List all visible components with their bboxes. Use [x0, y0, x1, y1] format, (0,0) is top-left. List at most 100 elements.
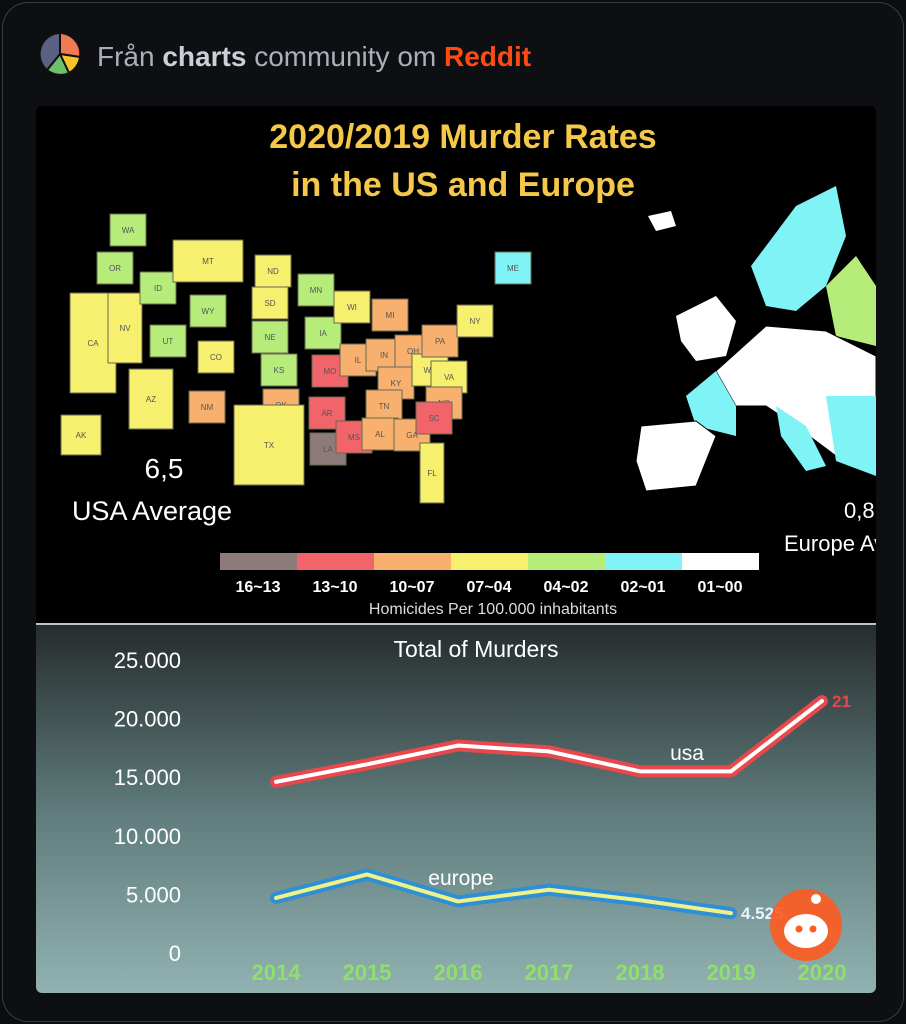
state-mi: MI: [371, 298, 409, 332]
legend-bin-label: 07~04: [467, 579, 512, 596]
state-wy: WY: [189, 294, 227, 328]
state-fl: FL: [419, 442, 445, 504]
state-ne: NE: [251, 320, 289, 354]
data-point: [457, 900, 459, 903]
data-point: [275, 780, 277, 783]
state-label: GA: [406, 431, 418, 440]
legend-bin-label: 13~10: [313, 579, 358, 596]
state-label: AL: [375, 430, 385, 439]
state-label: UT: [163, 337, 174, 346]
state-label: MS: [348, 433, 360, 442]
state-label: IL: [355, 356, 362, 365]
reddit-snoo-badge: [770, 889, 842, 961]
state-me: ME: [494, 251, 532, 285]
state-label: MN: [310, 286, 323, 295]
x-tick-label: 2014: [252, 960, 302, 985]
state-label: PA: [435, 337, 446, 346]
state-label: VA: [444, 373, 455, 382]
line-chart-panel: Total of Murders 0 5.000 10.000 15.000 20.00…: [36, 623, 876, 993]
state-label: ND: [267, 267, 279, 276]
legend-bin-label: 10~07: [390, 579, 435, 596]
state-label: FL: [427, 469, 437, 478]
series-europe: 4.525: [270, 868, 784, 923]
series-label-europe: europe: [428, 867, 493, 890]
header-middle: community om: [254, 41, 437, 72]
color-legend: 16~13 13~10 10~07 07~04 04~02 02~01 01~00: [220, 553, 759, 596]
state-wi: WI: [333, 290, 371, 324]
state-label: IN: [380, 351, 388, 360]
legend-swatch: [451, 553, 528, 570]
state-label: MT: [202, 257, 214, 266]
legend-bin-label: 04~02: [544, 579, 589, 596]
x-tick-label: 2018: [616, 960, 665, 985]
data-point: [730, 770, 732, 773]
community-name[interactable]: charts: [162, 41, 247, 72]
legend-bin-label: 01~00: [698, 579, 743, 596]
post-header[interactable]: Från charts community om Reddit: [37, 31, 531, 77]
reddit-brand[interactable]: Reddit: [444, 41, 532, 72]
header-prefix: Från: [97, 41, 155, 72]
legend-bin-label: 16~13: [236, 579, 281, 596]
total-murders-chart: Total of Murders 0 5.000 10.000 15.000 20.00…: [114, 636, 851, 985]
state-or: OR: [96, 251, 134, 285]
state-label: NV: [119, 324, 131, 333]
legend-swatch: [682, 553, 759, 570]
state-label: SD: [264, 299, 275, 308]
data-point: [548, 750, 550, 753]
data-point: [639, 770, 641, 773]
state-label: AZ: [146, 395, 156, 404]
x-tick-label: 2016: [434, 960, 483, 985]
state-tn: TN: [365, 389, 403, 423]
series-label-usa: usa: [670, 742, 704, 765]
series-line-inner: [274, 872, 733, 916]
data-point: [821, 700, 823, 703]
state-label: OR: [109, 264, 121, 273]
state-label: MI: [386, 311, 395, 320]
y-tick-label: 20.000: [114, 707, 181, 732]
y-tick-label: 25.000: [114, 648, 181, 673]
data-point: [730, 912, 732, 915]
state-sc: SC: [415, 401, 453, 435]
state-co: CO: [197, 340, 235, 374]
x-tick-label: 2017: [525, 960, 574, 985]
x-tick-label: 2015: [343, 960, 392, 985]
state-mt: MT: [172, 239, 244, 283]
legend-bin-label: 02~01: [621, 579, 666, 596]
state-label: WV: [424, 366, 438, 375]
state-label: MO: [324, 367, 337, 376]
state-label: NE: [264, 333, 275, 342]
infographic-title-line1: 2020/2019 Murder Rates: [269, 118, 656, 156]
y-tick-label: 15.000: [114, 765, 181, 790]
header-text: Från charts community om Reddit: [97, 41, 531, 73]
state-label: LA: [323, 445, 333, 454]
state-label: NY: [469, 317, 481, 326]
europe-average-value: 0,8: [844, 498, 875, 523]
legend-swatch: [220, 553, 297, 570]
usa-average-value: 6,5: [145, 453, 184, 484]
europe-map: [635, 186, 876, 492]
state-label: WA: [122, 226, 135, 235]
x-tick-label: 2019: [707, 960, 756, 985]
state-label: ME: [507, 264, 519, 273]
y-tick-label: 0: [169, 941, 181, 966]
us-map: WAORCANVIDMTWYUTAZCONMNDSDNEKSOKTXMNIAMO…: [60, 213, 532, 504]
state-label: ID: [154, 284, 162, 293]
legend-swatch: [528, 553, 605, 570]
data-point: [639, 899, 641, 902]
state-ut: UT: [149, 324, 187, 358]
state-al: AL: [361, 417, 399, 451]
state-pa: PA: [421, 324, 459, 358]
state-label: OH: [407, 347, 419, 356]
series-usa: 21: [270, 692, 851, 788]
infographic-image[interactable]: 2020/2019 Murder Rates in the US and Eur…: [36, 106, 876, 993]
data-point: [275, 896, 277, 899]
state-ak: AK: [60, 414, 102, 456]
state-nd: ND: [254, 254, 292, 288]
y-tick-label: 10.000: [114, 824, 181, 849]
state-ny: NY: [456, 304, 494, 338]
usa-average-label: USA Average: [72, 496, 232, 526]
pie-chart-icon: [37, 31, 83, 84]
y-tick-label: 5.000: [126, 882, 181, 907]
state-label: CO: [210, 353, 222, 362]
